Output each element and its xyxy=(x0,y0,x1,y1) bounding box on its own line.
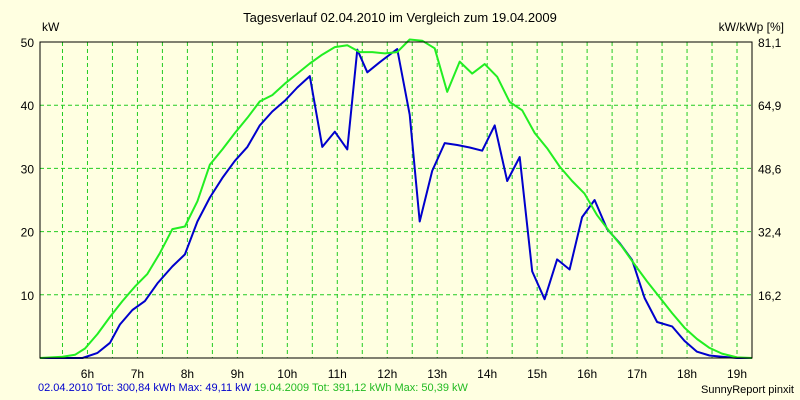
y-tick-label: 10 xyxy=(21,289,35,303)
x-tick-label: 19h xyxy=(727,367,747,381)
x-tick-label: 11h xyxy=(328,367,347,381)
series-lines xyxy=(39,38,753,359)
series-line-2 xyxy=(39,38,753,359)
x-tick-label: 9h xyxy=(231,367,244,381)
x-tick-label: 8h xyxy=(181,367,194,381)
x-tick-label: 18h xyxy=(677,367,697,381)
y2-tick-label: 32,4 xyxy=(758,226,782,240)
y2-tick-label: 64,9 xyxy=(758,99,782,113)
x-tick-label: 16h xyxy=(577,367,597,381)
series-line-1 xyxy=(40,48,752,359)
x-tick-label: 7h xyxy=(131,367,144,381)
y2-tick-label: 48,6 xyxy=(758,162,782,176)
axis-ticks: 10 16,2 20 32,4 30 48,6 40 64,9 50 81,1 6h 7h 8h 9h 10… xyxy=(21,36,782,381)
x-tick-label: 14h xyxy=(477,367,497,381)
y2-axis-label: kW/kWp [%] xyxy=(719,20,784,34)
footer-legend: 02.04.2010 Tot: 300,84 kWh Max: 49,11 kW… xyxy=(38,382,468,394)
plot-frame xyxy=(39,41,753,359)
y-axis-label: kW xyxy=(42,20,60,34)
credit-text: SunnyReport pinxit xyxy=(701,384,794,396)
y-tick-label: 50 xyxy=(21,36,35,50)
legend-series-1: 02.04.2010 Tot: 300,84 kWh Max: 49,11 kW xyxy=(38,382,251,394)
y-tick-label: 20 xyxy=(21,226,35,240)
x-tick-label: 15h xyxy=(527,367,547,381)
y2-tick-label: 16,2 xyxy=(758,289,782,303)
x-tick-label: 10h xyxy=(277,367,297,381)
x-tick-label: 6h xyxy=(81,367,94,381)
y-tick-label: 30 xyxy=(21,162,35,176)
legend-series-2: 19.04.2009 Tot: 391,12 kWh Max: 50,39 kW xyxy=(254,382,468,394)
y-tick-label: 40 xyxy=(21,99,35,113)
y2-tick-label: 81,1 xyxy=(758,36,782,50)
chart-title: Tagesverlauf 02.04.2010 im Vergleich zum… xyxy=(243,10,557,25)
grid xyxy=(40,42,752,358)
x-tick-label: 17h xyxy=(627,367,647,381)
x-tick-label: 13h xyxy=(427,367,447,381)
x-tick-label: 12h xyxy=(377,367,397,381)
